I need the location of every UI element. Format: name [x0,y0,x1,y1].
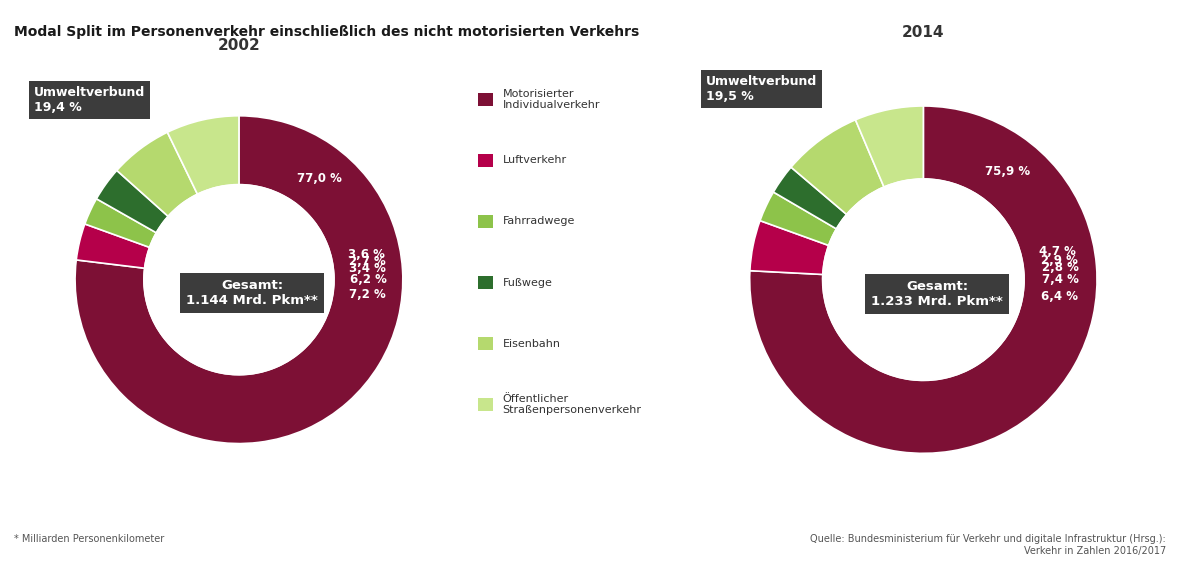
Title: 2002: 2002 [217,38,261,53]
Text: 3,4 %: 3,4 % [349,262,386,275]
Wedge shape [76,116,402,444]
Wedge shape [168,116,240,194]
Title: 2014: 2014 [902,25,945,40]
Text: Öffentlicher
Straßenpersonenverkehr: Öffentlicher Straßenpersonenverkehr [503,394,642,415]
Text: Eisenbahn: Eisenbahn [503,338,560,349]
Text: Motorisierter
Individualverkehr: Motorisierter Individualverkehr [503,89,601,110]
Text: 77,0 %: 77,0 % [297,172,342,185]
Text: 2,8 %: 2,8 % [1042,261,1079,274]
Text: Umweltverbund
19,4 %: Umweltverbund 19,4 % [34,86,145,114]
Text: 3,6 %: 3,6 % [348,248,385,261]
Text: 75,9 %: 75,9 % [985,165,1030,178]
Wedge shape [791,120,884,215]
Text: Fußwege: Fußwege [503,277,552,288]
Text: Quelle: Bundesministerium für Verkehr und digitale Infrastruktur (Hrsg.):
Verkeh: Quelle: Bundesministerium für Verkehr un… [811,534,1166,555]
Text: Gesamt:
1.144 Mrd. Pkm**: Gesamt: 1.144 Mrd. Pkm** [186,279,317,307]
Text: Modal Split im Personenverkehr einschließlich des nicht motorisierten Verkehrs: Modal Split im Personenverkehr einschlie… [14,25,640,40]
Circle shape [822,179,1024,380]
Text: Luftverkehr: Luftverkehr [503,155,566,166]
Text: * Milliarden Personenkilometer: * Milliarden Personenkilometer [14,534,164,544]
Wedge shape [773,167,846,229]
Text: 4,7 %: 4,7 % [1040,245,1076,258]
Text: 2,9 %: 2,9 % [1041,254,1077,267]
Wedge shape [856,106,923,187]
Wedge shape [77,224,150,268]
Text: 7,2 %: 7,2 % [349,288,386,301]
Text: 2,7 %: 2,7 % [349,255,386,268]
Text: Fahrradwege: Fahrradwege [503,216,575,227]
Wedge shape [85,199,156,247]
Wedge shape [750,221,828,275]
Wedge shape [749,106,1097,453]
Text: Umweltverbund
19,5 %: Umweltverbund 19,5 % [707,75,818,103]
Circle shape [144,185,334,375]
Text: Gesamt:
1.233 Mrd. Pkm**: Gesamt: 1.233 Mrd. Pkm** [871,280,1003,307]
Text: 6,2 %: 6,2 % [350,273,387,286]
Wedge shape [117,132,197,216]
Wedge shape [760,192,837,245]
Wedge shape [97,171,168,233]
Text: 7,4 %: 7,4 % [1042,273,1079,286]
Text: 6,4 %: 6,4 % [1041,290,1079,303]
